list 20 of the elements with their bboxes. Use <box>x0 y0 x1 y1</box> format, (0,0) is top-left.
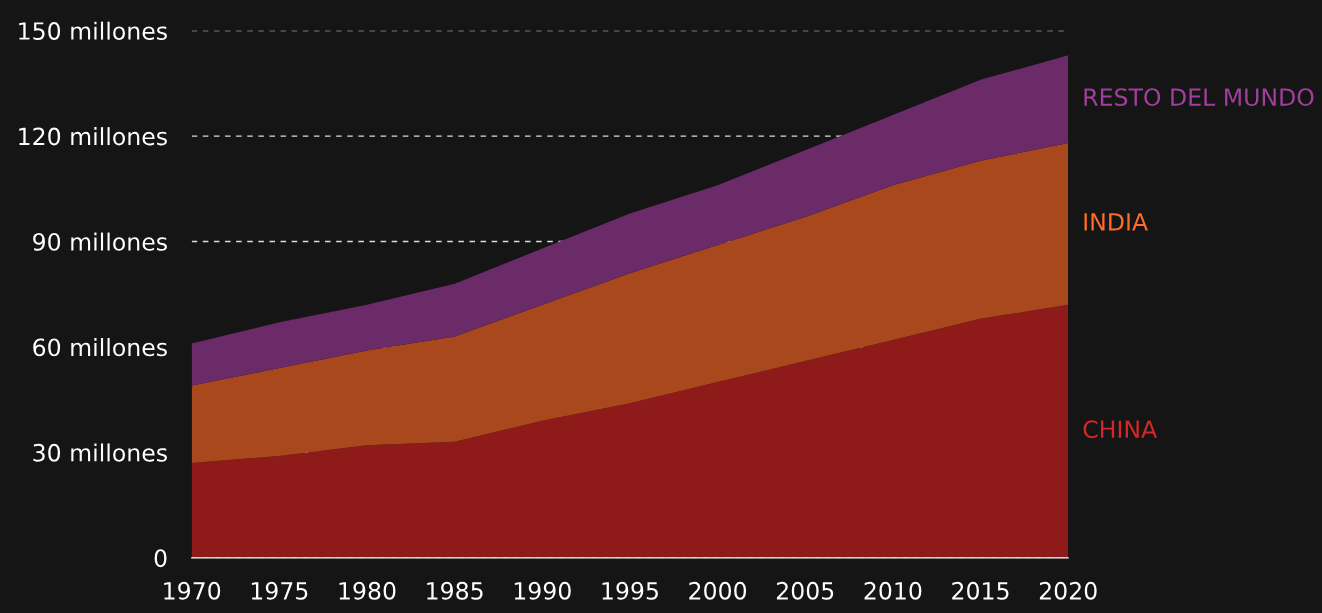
series-label: RESTO DEL MUNDO <box>1084 88 1314 107</box>
series-label: CHINA <box>1083 420 1158 439</box>
x-tick-label: 1990 <box>514 581 571 600</box>
x-tick-label: 2010 <box>864 581 922 600</box>
x-tick-label: 2015 <box>952 581 1009 600</box>
x-tick-label: 1970 <box>164 581 221 600</box>
x-tick-label: 1980 <box>339 581 396 600</box>
y-tick-label: 90 millones <box>33 232 167 251</box>
y-tick-label: 30 millones <box>33 443 167 462</box>
y-tick-label: 120 millones <box>19 127 167 146</box>
series-label: INDIA <box>1084 213 1148 231</box>
x-tick-label: 2000 <box>689 581 747 600</box>
y-tick-label: 0 <box>154 549 167 568</box>
x-tick-label: 1975 <box>251 581 308 600</box>
x-tick-label: 2020 <box>1039 581 1097 600</box>
y-tick-label: 60 millones <box>33 337 167 357</box>
y-tick-label: 150 millones <box>19 21 167 40</box>
x-tick-label: 1995 <box>602 581 658 600</box>
x-tick-label: 2005 <box>776 581 834 600</box>
x-tick-label: 1985 <box>427 581 483 600</box>
